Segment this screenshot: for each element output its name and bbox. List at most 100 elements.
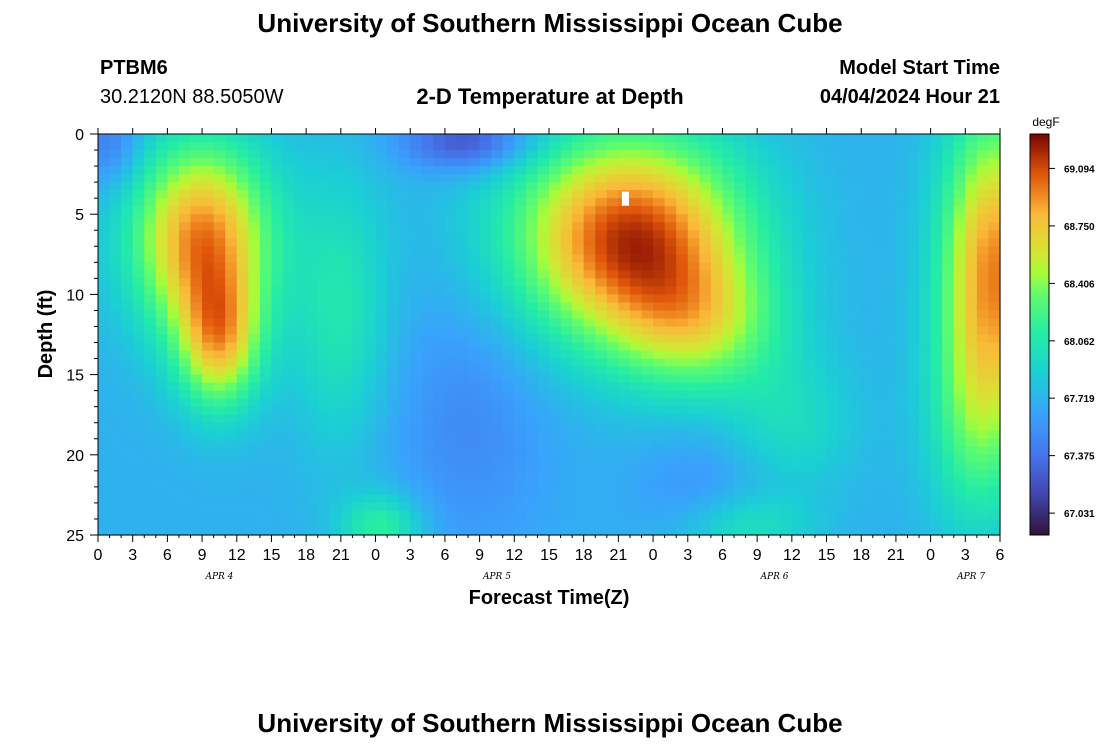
heatmap-cell bbox=[421, 166, 434, 175]
heatmap-cell bbox=[699, 310, 712, 320]
heatmap-cell bbox=[780, 174, 793, 183]
heatmap-cell bbox=[953, 390, 966, 400]
heatmap-cell bbox=[942, 294, 955, 304]
heatmap-cell bbox=[248, 222, 261, 231]
heatmap-cell bbox=[629, 510, 643, 520]
heatmap-cell bbox=[838, 310, 851, 320]
heatmap-cell bbox=[907, 206, 920, 215]
heatmap-cell bbox=[340, 374, 354, 384]
heatmap-cell bbox=[710, 502, 724, 512]
heatmap-cell bbox=[965, 366, 978, 376]
heatmap-cell bbox=[433, 406, 446, 416]
heatmap-cell bbox=[629, 390, 643, 400]
heatmap-cell bbox=[248, 206, 261, 215]
heatmap-cell bbox=[884, 438, 897, 448]
heatmap-cell bbox=[98, 510, 111, 520]
heatmap-cell bbox=[919, 142, 932, 151]
heatmap-cell bbox=[826, 166, 839, 175]
heatmap-cell bbox=[861, 430, 874, 440]
heatmap-cell bbox=[780, 166, 793, 175]
heatmap-cell bbox=[398, 198, 411, 207]
heatmap-cell bbox=[329, 326, 342, 336]
heatmap-cell bbox=[387, 486, 400, 496]
heatmap-cell bbox=[549, 470, 562, 480]
heatmap-cell bbox=[456, 214, 469, 223]
heatmap-cell bbox=[653, 230, 666, 239]
heatmap-cell bbox=[479, 294, 492, 304]
heatmap-cell bbox=[629, 198, 643, 207]
heatmap-cell bbox=[884, 390, 897, 400]
heatmap-cell bbox=[132, 406, 145, 416]
heatmap-cell bbox=[664, 510, 677, 520]
heatmap-cell bbox=[329, 366, 342, 376]
heatmap-cell bbox=[745, 494, 758, 504]
heatmap-cell bbox=[468, 286, 481, 295]
heatmap-cell bbox=[121, 422, 134, 432]
heatmap-cell bbox=[479, 486, 492, 496]
heatmap-cell bbox=[190, 502, 203, 512]
heatmap-cell bbox=[803, 286, 816, 295]
heatmap-cell bbox=[375, 350, 388, 360]
heatmap-cell bbox=[491, 486, 504, 496]
heatmap-cell bbox=[572, 334, 585, 344]
heatmap-cell bbox=[572, 182, 585, 191]
heatmap-cell bbox=[387, 214, 400, 223]
heatmap-cell bbox=[976, 294, 990, 304]
heatmap-cell bbox=[676, 406, 689, 416]
heatmap-cell bbox=[976, 478, 990, 488]
heatmap-cell bbox=[965, 350, 978, 360]
heatmap-cell bbox=[953, 278, 966, 287]
heatmap-cell bbox=[502, 286, 515, 295]
heatmap-cell bbox=[687, 230, 700, 239]
heatmap-cell bbox=[98, 398, 111, 408]
heatmap-cell bbox=[398, 318, 411, 328]
heatmap-cell bbox=[814, 454, 828, 464]
heatmap-cell bbox=[895, 374, 909, 384]
heatmap-cell bbox=[583, 302, 596, 312]
heatmap-cell bbox=[479, 310, 492, 320]
heatmap-cell bbox=[387, 446, 400, 456]
heatmap-cell bbox=[444, 214, 458, 223]
heatmap-cell bbox=[791, 294, 805, 304]
heatmap-cell bbox=[872, 470, 885, 480]
heatmap-cell bbox=[826, 390, 839, 400]
heatmap-cell bbox=[572, 422, 585, 432]
heatmap-cell bbox=[676, 446, 689, 456]
heatmap-cell bbox=[861, 270, 874, 279]
heatmap-cell bbox=[676, 422, 689, 432]
heatmap-cell bbox=[826, 230, 839, 239]
heatmap-cell bbox=[826, 158, 839, 167]
colorbar-tick-label: 67.719 bbox=[1064, 394, 1095, 405]
heatmap-cell bbox=[329, 302, 342, 312]
heatmap-cell bbox=[907, 326, 920, 336]
heatmap-cell bbox=[814, 470, 828, 480]
heatmap-cell bbox=[225, 486, 238, 496]
heatmap-cell bbox=[456, 430, 469, 440]
heatmap-cell bbox=[803, 278, 816, 287]
heatmap-cell bbox=[919, 526, 932, 536]
heatmap-cell bbox=[699, 246, 712, 255]
heatmap-cell bbox=[259, 366, 273, 376]
heatmap-cell bbox=[525, 190, 539, 199]
heatmap-cell bbox=[398, 254, 411, 263]
heatmap-cell bbox=[317, 398, 330, 408]
heatmap-cell bbox=[340, 174, 354, 183]
heatmap-cell bbox=[259, 222, 273, 231]
heatmap-cell bbox=[919, 198, 932, 207]
heatmap-cell bbox=[687, 430, 700, 440]
heatmap-cell bbox=[895, 366, 909, 376]
heatmap-cell bbox=[814, 166, 828, 175]
heatmap-cell bbox=[849, 174, 862, 183]
heatmap-cell bbox=[814, 182, 828, 191]
heatmap-cell bbox=[583, 358, 596, 368]
heatmap-cell bbox=[780, 382, 793, 392]
heatmap-cell bbox=[549, 318, 562, 328]
heatmap-cell bbox=[583, 262, 596, 271]
heatmap-cell bbox=[965, 238, 978, 247]
heatmap-cell bbox=[618, 390, 631, 400]
heatmap-cell bbox=[491, 334, 504, 344]
heatmap-cell bbox=[202, 510, 215, 520]
heatmap-cell bbox=[814, 246, 828, 255]
heatmap-cell bbox=[618, 278, 631, 287]
heatmap-cell bbox=[861, 214, 874, 223]
